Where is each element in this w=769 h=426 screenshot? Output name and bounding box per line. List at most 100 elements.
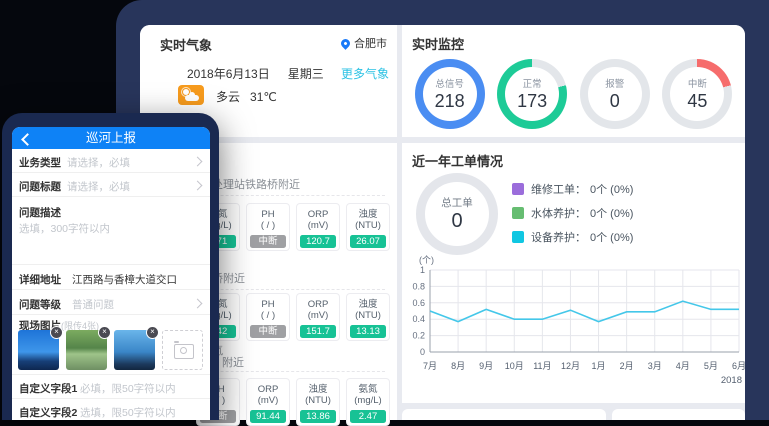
legend-item-water: 水体养护： 0个 (0%)	[512, 205, 633, 221]
form-row-custom-field-1[interactable]: 自定义字段1 必填，限50字符以内	[12, 375, 210, 399]
field-placeholder: 选填，限50字符以内	[80, 407, 176, 419]
legend-label: 设备养护：	[531, 232, 586, 244]
metric-label: 浊度	[358, 299, 378, 310]
dashed-divider	[160, 195, 385, 196]
dashboard-window: 实时气象 合肥市 2018年6月13日 星期三 更多气象 多云 31℃ 实时监控 总…	[116, 0, 769, 426]
total-workorder-donut: 总工单 0	[416, 173, 498, 255]
metric-value-badge: 中断	[250, 325, 286, 338]
form-row-issue-description[interactable]: 问题描述 选填，300字符以内	[12, 197, 210, 265]
metric-value-badge: 26.07	[350, 235, 386, 248]
metric-card: 浊度 (NTU) 13.13	[346, 293, 390, 341]
svg-text:0.8: 0.8	[412, 281, 425, 291]
metric-value-badge: 2.47	[350, 410, 386, 423]
svg-text:5月: 5月	[704, 361, 718, 371]
svg-text:0: 0	[420, 347, 425, 357]
svg-text:(个): (个)	[419, 255, 434, 265]
legend-item-repair: 维修工单： 0个 (0%)	[512, 181, 633, 197]
donut-alarm: 报警 0	[579, 59, 650, 129]
form-row-issue-title[interactable]: 问题标题 请选择，必填	[12, 173, 210, 197]
svg-text:11月: 11月	[533, 361, 551, 371]
more-weather-link[interactable]: 更多气象	[340, 67, 389, 81]
form-row-business-type[interactable]: 业务类型 请选择，必填	[12, 149, 210, 173]
dashboard-content: 实时气象 合肥市 2018年6月13日 星期三 更多气象 多云 31℃ 实时监控 总…	[140, 25, 745, 426]
svg-text:6月: 6月	[732, 361, 745, 371]
location-pin-icon	[339, 36, 352, 50]
dashed-divider	[160, 289, 385, 290]
total-workorder-value: 0	[451, 210, 463, 232]
weather-card: 实时气象 合肥市 2018年6月13日 星期三 更多气象 多云 31℃	[140, 25, 397, 137]
svg-text:3月: 3月	[648, 361, 662, 371]
metric-card: ORP (mV) 151.7	[296, 293, 340, 341]
photo-limit-hint: (限传4张)	[61, 321, 99, 331]
metric-label: ORP	[257, 384, 279, 395]
form-row-issue-level[interactable]: 问题等级 普通问题	[12, 290, 210, 315]
metric-unit: (mg/L)	[354, 395, 382, 406]
site-photo[interactable]: ×	[18, 326, 63, 370]
metric-unit: (NTU)	[305, 395, 331, 406]
site-photo[interactable]: ×	[66, 326, 111, 370]
legend-value: 0个 (0%)	[590, 208, 634, 220]
form-row-custom-field-2[interactable]: 自定义字段2 选填，限50字符以内	[12, 399, 210, 420]
remove-photo-icon[interactable]: ×	[50, 326, 63, 339]
back-icon[interactable]	[20, 133, 32, 145]
svg-text:12月: 12月	[561, 361, 580, 371]
svg-text:1月: 1月	[592, 361, 606, 371]
metric-value-badge: 120.7	[300, 235, 336, 248]
stat-value: 173	[517, 91, 548, 111]
metric-card: PH ( / ) 中断	[246, 203, 290, 251]
stat-value: 45	[687, 91, 708, 111]
field-placeholder: 请选择，必填	[67, 157, 130, 169]
temperature-label: 31℃	[250, 90, 277, 104]
svg-text:4月: 4月	[676, 361, 690, 371]
workorder-title: 近一年工单情况	[412, 154, 504, 169]
workorder-card: 近一年工单情况 总工单 0 维修工单： 0个 (0%) 水体养护： 0个 (0%…	[402, 143, 745, 403]
field-label: 问题标题	[19, 181, 61, 193]
legend-swatch	[512, 183, 524, 195]
city-label: 合肥市	[354, 38, 387, 50]
form-row-address[interactable]: 详细地址 江西路与香樟大道交口	[12, 265, 210, 290]
city-selector[interactable]: 合肥市	[339, 35, 387, 51]
metric-card: ORP (mV) 120.7	[296, 203, 340, 251]
metric-label: ORP	[307, 299, 329, 310]
svg-text:7月: 7月	[423, 361, 437, 371]
metric-value-badge: 13.13	[350, 325, 386, 338]
card-stub	[612, 409, 745, 420]
stat-label: 中断	[687, 79, 707, 90]
field-placeholder: 请选择，必填	[67, 181, 130, 193]
add-photo-button[interactable]	[162, 330, 203, 370]
field-label: 自定义字段1	[19, 383, 78, 395]
metric-label: 浊度	[308, 384, 328, 395]
condition-label: 多云	[216, 90, 241, 104]
metric-unit: (mV)	[307, 310, 329, 321]
phone-header: 巡河上报	[12, 127, 210, 149]
metric-card: 氨氮 (mg/L) 2.47	[346, 378, 390, 426]
svg-text:10月: 10月	[505, 361, 524, 371]
monitor-title: 实时监控	[412, 37, 465, 52]
dashed-divider	[160, 371, 385, 372]
svg-text:2月: 2月	[620, 361, 634, 371]
svg-text:8月: 8月	[451, 361, 465, 371]
chevron-right-icon	[192, 298, 203, 309]
phone-page-title: 巡河上报	[85, 131, 136, 145]
site-photo[interactable]: ×	[114, 326, 159, 370]
description-placeholder: 选填，300字符以内	[19, 223, 111, 235]
cloudy-weather-icon	[178, 85, 204, 105]
field-label: 详细地址	[19, 274, 61, 286]
phone-screen: 巡河上报 业务类型 请选择，必填 问题标题 请选择，必填 问题描述 选填，300…	[12, 127, 210, 420]
svg-text:9月: 9月	[479, 361, 493, 371]
monitor-donut-row: 总信号 218 正常 173 报警 0 中断 45	[402, 55, 745, 133]
monitor-card: 实时监控 总信号 218 正常 173 报警 0 中断 45	[402, 25, 745, 137]
field-placeholder: 必填，限50字符以内	[80, 383, 176, 395]
metric-unit: (mV)	[307, 220, 329, 231]
donut-interrupted: 中断 45	[662, 59, 733, 129]
remove-photo-icon[interactable]: ×	[146, 326, 159, 339]
stat-label: 总信号	[435, 79, 464, 90]
stat-label: 正常	[522, 79, 542, 90]
workorder-legend: 维修工单： 0个 (0%) 水体养护： 0个 (0%) 设备养护： 0个 (0%…	[512, 181, 633, 253]
legend-swatch	[512, 207, 524, 219]
remove-photo-icon[interactable]: ×	[98, 326, 111, 339]
svg-text:0.2: 0.2	[412, 331, 425, 341]
